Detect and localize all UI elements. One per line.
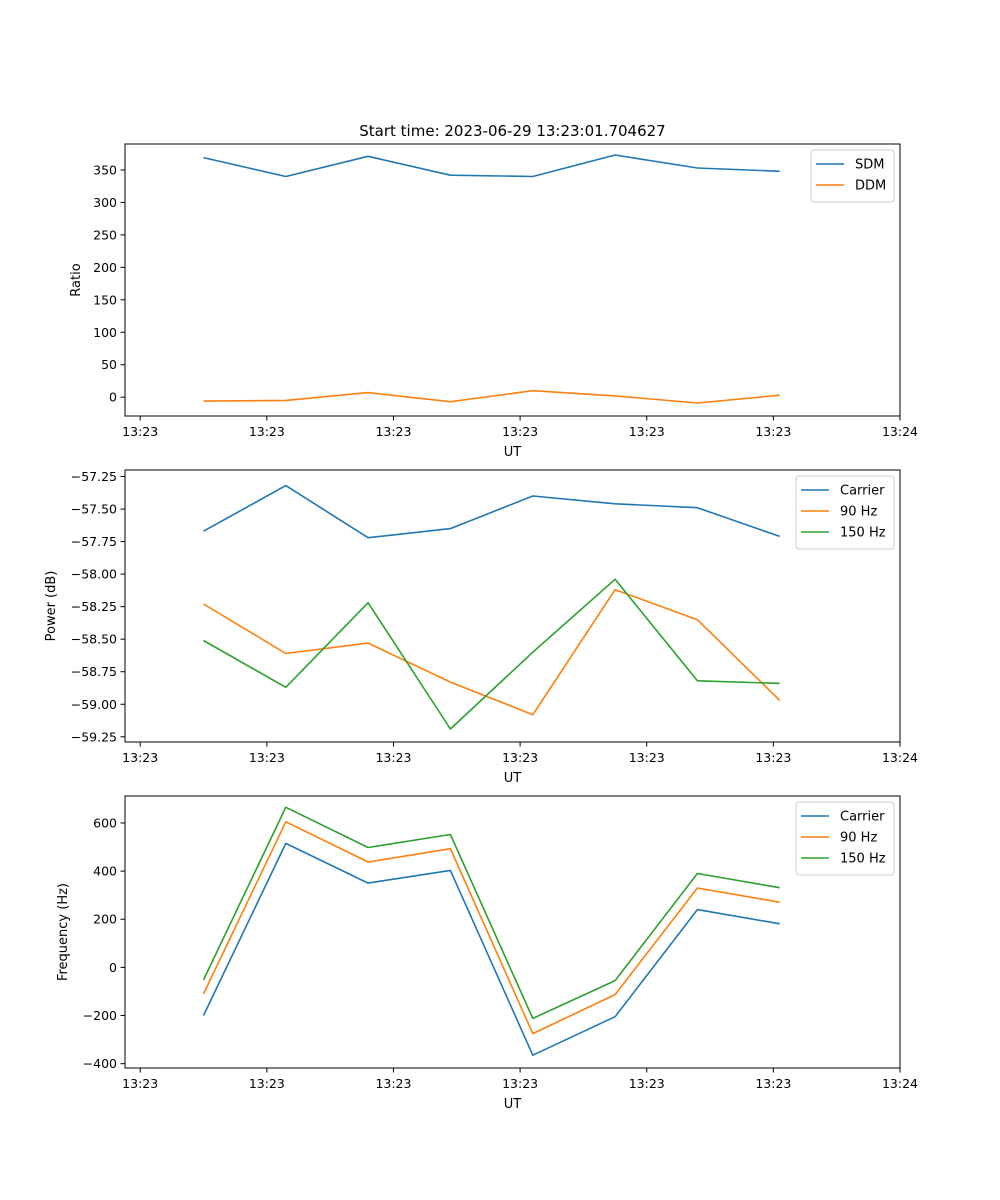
power-y-tick-label-5: −58.00 <box>71 567 117 582</box>
frequency-legend-box <box>795 801 895 876</box>
ratio-legend-label-1: DDM <box>855 179 886 194</box>
ratio-panel: 13:23 13:23 13:23 13:23 13:23 13:23 13:24 0 50 10… <box>69 143 918 460</box>
frequency-y-tick-label-1: −200 <box>83 1008 117 1023</box>
ratio-x-tick-label-6: 13:24 <box>882 424 918 439</box>
ratio-y-tick-label-4: 200 <box>93 260 117 275</box>
ratio-x-tick-label-0: 13:23 <box>122 424 158 439</box>
frequency-x-axis-label: UT <box>504 1097 522 1112</box>
power-x-axis-label: UT <box>504 771 522 786</box>
power-legend-label-1: 90 Hz <box>840 505 877 520</box>
ratio-legend-box <box>810 149 895 203</box>
power-y-tick-label-6: −57.75 <box>71 534 117 549</box>
frequency-y-tick-label-2: 0 <box>109 960 117 975</box>
power-x-tick-label-3: 13:23 <box>502 750 538 765</box>
power-y-tick-label-1: −59.00 <box>71 697 117 712</box>
frequency-panel: 13:23 13:23 13:23 13:23 13:23 13:23 13:24 −400 −… <box>56 795 918 1112</box>
frequency-y-tick-label-4: 400 <box>93 864 117 879</box>
frequency-legend-label-1: 90 Hz <box>840 831 877 846</box>
power-x-tick-label-6: 13:24 <box>882 750 918 765</box>
power-y-tick-label-0: −59.25 <box>71 729 117 744</box>
frequency-y-tick-label-5: 600 <box>93 815 117 830</box>
frequency-series-line-2 <box>202 806 780 1020</box>
power-y-tick-label-2: −58.75 <box>71 664 117 679</box>
power-y-tick-label-8: −57.25 <box>71 469 117 484</box>
frequency-x-tick-label-1: 13:23 <box>249 1076 285 1091</box>
ratio-y-tick-label-7: 350 <box>93 162 117 177</box>
power-x-tick-label-0: 13:23 <box>122 750 158 765</box>
power-axes-frame <box>124 469 901 743</box>
frequency-y-axis-label: Frequency (Hz) <box>56 883 71 981</box>
figure-title: Start time: 2023-06-29 13:23:01.704627 <box>359 122 665 140</box>
power-y-axis-label: Power (dB) <box>44 571 59 642</box>
frequency-x-tick-label-5: 13:23 <box>755 1076 791 1091</box>
frequency-legend-label-0: Carrier <box>840 810 885 825</box>
frequency-x-tick-label-6: 13:24 <box>882 1076 918 1091</box>
ratio-x-tick-label-5: 13:23 <box>755 424 791 439</box>
ratio-axes-frame <box>124 143 901 417</box>
power-legend: Carrier 90 Hz 150 Hz <box>795 475 895 550</box>
power-y-tick-label-7: −57.50 <box>71 502 117 517</box>
ratio-y-tick-label-1: 50 <box>101 357 117 372</box>
frequency-series-line-0 <box>202 842 780 1056</box>
power-x-tick-label-4: 13:23 <box>629 750 665 765</box>
power-series-line-2 <box>203 578 780 730</box>
power-y-tick-label-4: −58.25 <box>71 599 117 614</box>
ratio-y-tick-label-0: 0 <box>109 390 117 405</box>
power-panel: 13:23 13:23 13:23 13:23 13:23 13:23 13:24 −59.2… <box>44 469 918 786</box>
ratio-x-tick-label-1: 13:23 <box>249 424 285 439</box>
power-x-tick-label-2: 13:23 <box>375 750 411 765</box>
ratio-x-tick-label-3: 13:23 <box>502 424 538 439</box>
power-x-tick-label-1: 13:23 <box>249 750 285 765</box>
ratio-series-line-1 <box>203 389 780 404</box>
power-series-line-1 <box>203 588 781 716</box>
frequency-series-line-1 <box>202 820 780 1035</box>
frequency-x-tick-label-4: 13:23 <box>629 1076 665 1091</box>
frequency-legend: Carrier 90 Hz 150 Hz <box>795 801 895 876</box>
ratio-x-axis-label: UT <box>504 445 522 460</box>
ratio-y-tick-label-2: 100 <box>93 325 117 340</box>
power-y-tick-label-3: −58.50 <box>71 632 117 647</box>
frequency-axes-frame <box>124 795 901 1069</box>
ratio-y-tick-label-5: 250 <box>93 227 117 242</box>
power-series-line-0 <box>203 484 780 539</box>
power-legend-label-2: 150 Hz <box>840 526 886 541</box>
ratio-x-tick-label-4: 13:23 <box>629 424 665 439</box>
ratio-y-tick-label-6: 300 <box>93 195 117 210</box>
frequency-x-tick-label-3: 13:23 <box>502 1076 538 1091</box>
ratio-series-line-0 <box>203 154 780 178</box>
frequency-x-tick-label-0: 13:23 <box>122 1076 158 1091</box>
power-legend-box <box>795 475 895 550</box>
ratio-legend: SDM DDM <box>810 149 895 203</box>
ratio-y-axis-label: Ratio <box>69 263 84 296</box>
frequency-y-tick-label-3: 200 <box>93 912 117 927</box>
frequency-x-tick-label-2: 13:23 <box>375 1076 411 1091</box>
frequency-y-tick-label-0: −400 <box>83 1056 117 1071</box>
power-x-tick-label-5: 13:23 <box>755 750 791 765</box>
ratio-y-tick-label-3: 150 <box>93 292 117 307</box>
frequency-legend-label-2: 150 Hz <box>840 852 886 867</box>
ratio-x-tick-label-2: 13:23 <box>375 424 411 439</box>
ratio-legend-label-0: SDM <box>855 158 884 173</box>
power-legend-label-0: Carrier <box>840 484 885 499</box>
